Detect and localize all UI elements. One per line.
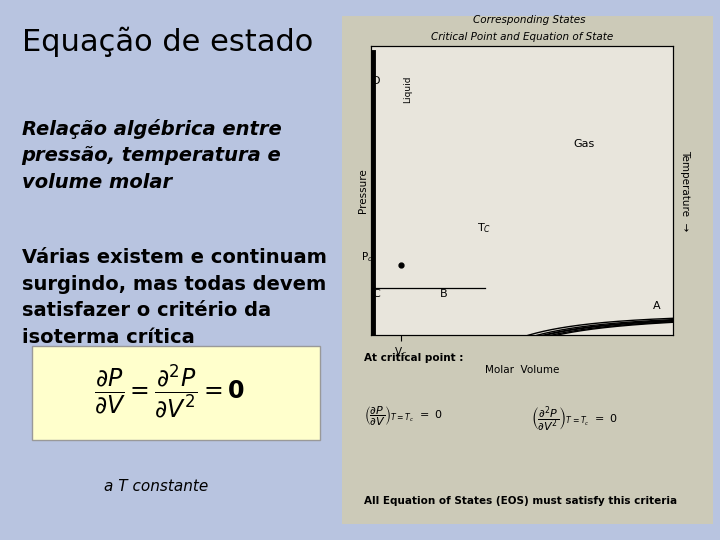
Text: At critical point :: At critical point : [364,353,463,363]
Text: Gas: Gas [573,139,594,148]
Text: B: B [440,289,447,299]
Title: Critical Point and Equation of State: Critical Point and Equation of State [431,32,613,42]
FancyBboxPatch shape [32,346,320,440]
Text: $\left(\dfrac{\partial^2 P}{\partial V^2}\right)_{T=T_c}\ =\ 0$: $\left(\dfrac{\partial^2 P}{\partial V^2… [531,404,618,434]
Y-axis label: Temperature  →: Temperature → [680,150,690,231]
Text: C: C [372,289,380,299]
Text: P$_c$: P$_c$ [361,250,374,264]
Text: D: D [372,76,380,85]
Text: All Equation of States (EOS) must satisfy this criteria: All Equation of States (EOS) must satisf… [364,496,677,507]
Text: $\left(\dfrac{\partial P}{\partial V}\right)_{T=T_c}\ =\ 0$: $\left(\dfrac{\partial P}{\partial V}\ri… [364,404,442,428]
Bar [342,16,713,524]
Text: $\dfrac{\partial P}{\partial V} = \dfrac{\partial^2 P}{\partial V^2} = \mathbf{0: $\dfrac{\partial P}{\partial V} = \dfrac… [94,362,245,421]
Y-axis label: Pressure: Pressure [358,168,368,213]
Text: Liquid: Liquid [403,76,413,103]
Text: Várias existem e continuam
surgindo, mas todas devem
satisfazer o critério da
is: Várias existem e continuam surgindo, mas… [22,248,326,347]
Text: A: A [653,301,660,311]
X-axis label: Molar  Volume: Molar Volume [485,364,559,375]
Text: Equação de estado: Equação de estado [22,27,313,57]
Text: T$_C$: T$_C$ [477,221,491,235]
Text: Corresponding States: Corresponding States [473,15,585,25]
Text: a T constante: a T constante [104,479,209,494]
Text: Relação algébrica entre
pressão, temperatura e
volume molar: Relação algébrica entre pressão, tempera… [22,119,282,192]
